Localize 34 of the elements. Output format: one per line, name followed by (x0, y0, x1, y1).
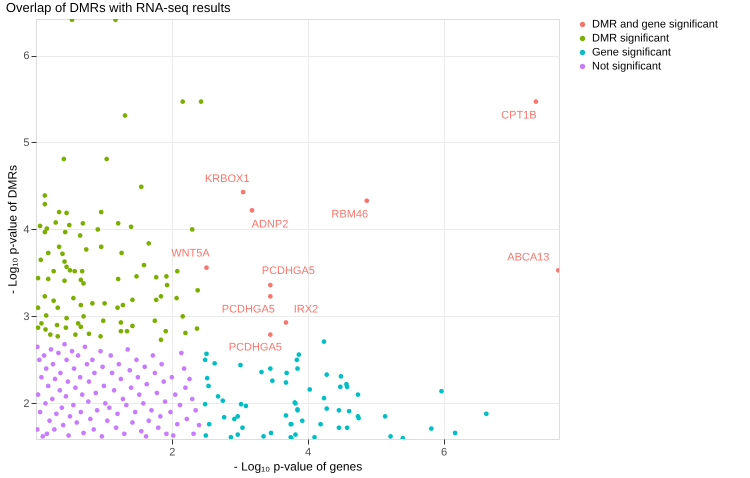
point (364, 198, 370, 204)
legend-label: Not significant (592, 60, 662, 72)
x-tick-label: 4 (305, 446, 312, 458)
annotation: WNT5A (171, 248, 210, 260)
point (250, 208, 254, 213)
annotation: PCDHGA5 (228, 342, 282, 354)
point (268, 282, 273, 288)
y-tick-label: 3 (23, 310, 30, 323)
point (240, 190, 246, 194)
x-axis-title: - Log₁₀ p-value of genes (234, 460, 362, 474)
y-axis-title: - Log₁₀ p-value of DMRs (5, 164, 20, 294)
x-tick-label: 2 (169, 446, 176, 458)
legend-label: DMR and gene significant (592, 18, 718, 30)
annotation: IRX2 (294, 303, 318, 316)
x-tick-label: 6 (440, 446, 448, 458)
point (204, 265, 209, 270)
annotation: PCDHGA5 (262, 265, 315, 278)
y-tick-label: 6 (23, 50, 30, 62)
annotation: KRBOX1 (204, 173, 250, 186)
y-tick-label: 4 (23, 224, 30, 236)
annotation: RBM46 (331, 208, 368, 221)
annotation: PCDHGA5 (222, 303, 275, 316)
chart-title: Overlap of DMRs with RNA-seq results (6, 0, 232, 15)
annotation: ADNP2 (252, 218, 288, 230)
legend-label: DMR significant (592, 32, 670, 44)
point (268, 294, 273, 299)
point (284, 320, 288, 325)
y-tick-label: 5 (23, 136, 30, 149)
annotation: CPT1B (501, 110, 537, 122)
annotation: ABCA13 (507, 251, 550, 264)
point (534, 99, 538, 104)
legend-label: Gene significant (592, 46, 671, 58)
y-tick-label: 2 (23, 398, 30, 410)
point (268, 332, 273, 337)
